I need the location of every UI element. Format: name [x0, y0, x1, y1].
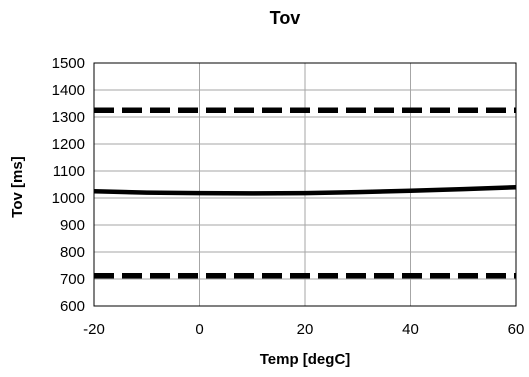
solid-series-line-1 — [93, 184, 517, 196]
series-lines — [93, 107, 517, 279]
y-tick-label: 600 — [60, 298, 85, 315]
y-tick-label: 1000 — [52, 190, 85, 207]
y-tick-label: 800 — [60, 244, 85, 261]
x-tick-label: 20 — [297, 321, 314, 338]
x-tick-label: 0 — [195, 321, 203, 338]
x-tick-label: -20 — [83, 321, 105, 338]
y-tick-label: 1400 — [52, 82, 85, 99]
y-tick-label: 700 — [60, 271, 85, 288]
grid — [93, 62, 517, 307]
y-tick-label: 1100 — [53, 163, 85, 180]
x-tick-label: 40 — [402, 321, 419, 338]
y-tick-label: 1200 — [52, 136, 85, 153]
x-axis-label: Temp [degC] — [260, 351, 351, 368]
chart-title: Tov — [270, 8, 301, 28]
y-tick-label: 1300 — [52, 109, 85, 126]
y-tick-label: 1500 — [52, 55, 85, 72]
plot-area-frame — [93, 62, 517, 307]
y-axis-label: Tov [ms] — [9, 156, 26, 217]
y-tick-label: 900 — [60, 217, 85, 234]
tick-labels: 600 700 800 900 1000 1100 1200 1300 1400 1500 -20 0… — [52, 55, 525, 338]
x-tick-label: 60 — [508, 321, 525, 338]
